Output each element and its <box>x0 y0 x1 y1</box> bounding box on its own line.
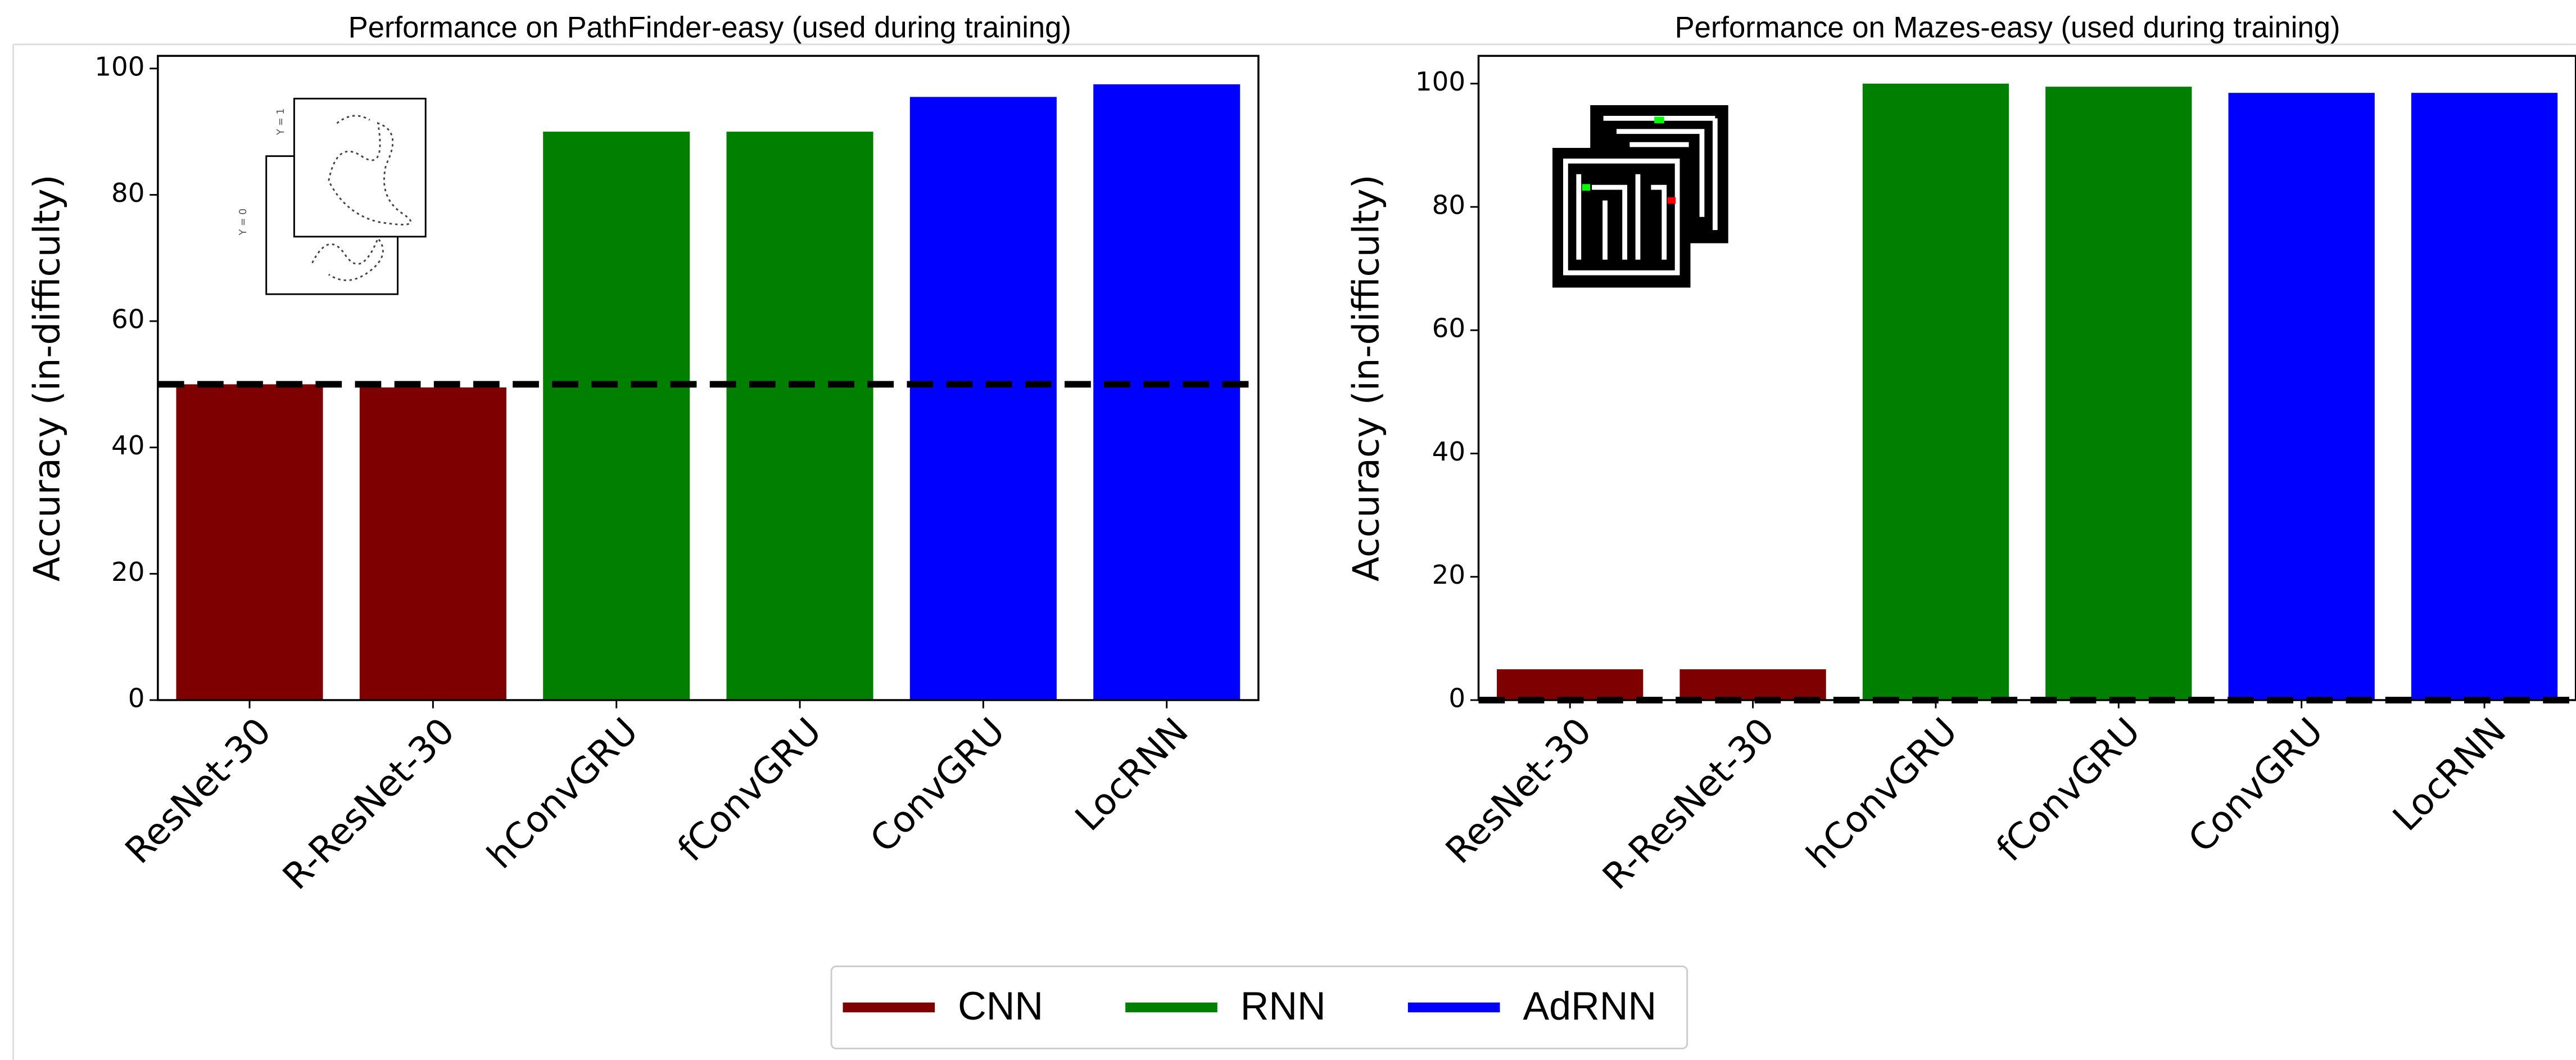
bar <box>2229 93 2375 700</box>
x-tick-label: R-ResNet-30 <box>275 710 463 897</box>
bar <box>726 132 873 700</box>
x-tick-label: ConvGRU <box>2180 710 2331 860</box>
y-tick-label: 60 <box>1432 314 1466 344</box>
y-axis-label: Accuracy (in-difficulty) <box>26 174 69 581</box>
page: {"chart_data": [ {"type": "bar", "title"… <box>0 0 2576 1060</box>
y-tick-label: 60 <box>111 305 145 335</box>
x-tick-label: ResNet-30 <box>117 710 279 872</box>
bar <box>2045 87 2192 700</box>
bar <box>910 97 1057 700</box>
inset-label: Y = 0 <box>238 209 249 236</box>
x-tick-label: LocRNN <box>2385 710 2514 839</box>
legend-label: AdRNN <box>1523 984 1656 1028</box>
x-tick-label: ConvGRU <box>862 710 1013 860</box>
y-tick-label: 0 <box>128 683 145 714</box>
y-tick-label: 100 <box>1415 67 1465 97</box>
y-tick-label: 20 <box>1432 560 1466 590</box>
y-tick-label: 80 <box>111 178 145 209</box>
x-tick-label: fConvGRU <box>670 710 830 869</box>
legend-label: CNN <box>958 984 1043 1028</box>
y-axis-label: Accuracy (in-difficulty) <box>1345 174 1387 581</box>
y-tick-label: 80 <box>1432 190 1466 220</box>
figure: Performance on PathFinder-easy (used dur… <box>0 0 2576 1060</box>
y-tick-label: 40 <box>1432 437 1466 467</box>
x-tick-label: hConvGRU <box>1799 710 1966 877</box>
maze-inset <box>1552 105 1728 287</box>
inset-label: Y = 1 <box>275 108 287 136</box>
y-tick-label: 40 <box>111 431 145 461</box>
y-tick-label: 20 <box>111 557 145 588</box>
bar <box>360 387 506 700</box>
x-tick-label: R-ResNet-30 <box>1595 710 1782 897</box>
x-tick-label: LocRNN <box>1067 710 1197 839</box>
legend-label: RNN <box>1241 984 1326 1028</box>
bar <box>1093 84 1240 700</box>
bar <box>1497 669 1643 700</box>
y-tick-label: 0 <box>1448 683 1465 714</box>
chart-title: Performance on PathFinder-easy (used dur… <box>348 11 1071 44</box>
pathfinder-inset <box>266 98 425 294</box>
x-tick-label: fConvGRU <box>1989 710 2148 869</box>
bar <box>176 384 323 700</box>
x-tick-label: ResNet-30 <box>1438 710 1600 872</box>
bar <box>2411 93 2557 700</box>
bar <box>543 132 690 700</box>
chart-title: Performance on Mazes-easy (used during t… <box>1675 11 2340 44</box>
x-tick-label: hConvGRU <box>479 710 646 877</box>
bar <box>1863 84 2009 700</box>
y-tick-label: 100 <box>94 52 144 82</box>
bar <box>1679 669 1826 700</box>
